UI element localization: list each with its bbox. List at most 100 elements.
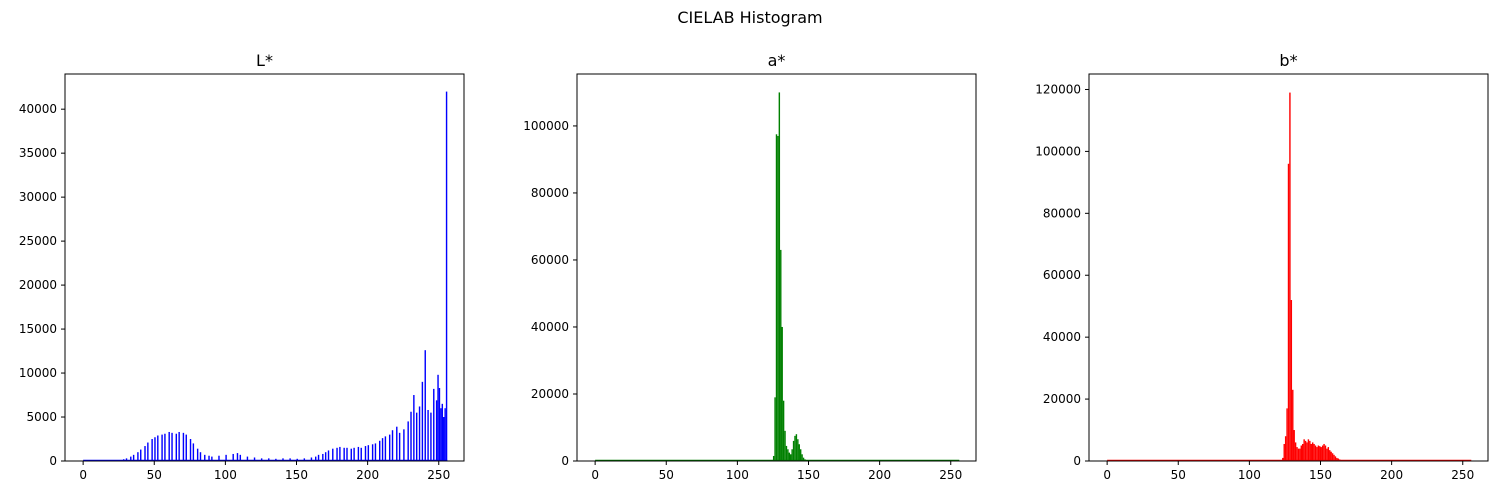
x-tick-label: 150 bbox=[1309, 468, 1332, 482]
histogram-bar bbox=[1316, 447, 1318, 461]
histogram-bar bbox=[415, 412, 418, 462]
y-tick-label: 20000 bbox=[531, 387, 569, 401]
histogram-bar bbox=[232, 453, 234, 461]
histogram-bar bbox=[391, 430, 394, 461]
histogram-bar bbox=[1307, 439, 1310, 461]
x-tick-label: 0 bbox=[79, 468, 87, 482]
histogram-bar bbox=[1321, 445, 1324, 461]
histogram-bar bbox=[239, 454, 242, 461]
histogram-bar bbox=[802, 457, 805, 461]
histogram-bar bbox=[225, 454, 227, 461]
histogram-bar bbox=[374, 443, 377, 461]
histogram-bar bbox=[1297, 448, 1300, 461]
histogram-bar bbox=[440, 408, 442, 461]
x-tick-label: 250 bbox=[427, 468, 450, 482]
histogram-bar bbox=[1310, 443, 1312, 461]
y-tick-label: 10000 bbox=[19, 366, 57, 380]
y-tick-label: 0 bbox=[1073, 454, 1081, 468]
histogram-bar bbox=[379, 440, 381, 461]
histogram-bar bbox=[1323, 443, 1325, 461]
histogram-bar bbox=[310, 457, 313, 461]
histogram-bar bbox=[785, 445, 788, 461]
y-tick-label: 0 bbox=[49, 454, 57, 468]
histogram-bar bbox=[185, 434, 187, 461]
histogram-bar bbox=[157, 435, 159, 461]
histogram-bar bbox=[164, 433, 166, 461]
histogram-bar bbox=[161, 434, 163, 461]
histogram-bar bbox=[788, 452, 791, 461]
histogram-bar bbox=[396, 426, 398, 461]
y-tick-label: 20000 bbox=[19, 278, 57, 292]
histogram-bar bbox=[1313, 443, 1315, 461]
panel-title-l-star: L* bbox=[256, 51, 273, 70]
histogram-bar bbox=[364, 446, 367, 461]
histogram-bar bbox=[413, 395, 415, 461]
histogram-bar bbox=[1334, 456, 1337, 461]
axes-frame bbox=[576, 73, 977, 462]
histogram-bar bbox=[381, 438, 384, 461]
histogram-bar bbox=[778, 92, 781, 462]
histogram-bar bbox=[774, 397, 776, 461]
x-tick-label: 250 bbox=[1451, 468, 1474, 482]
histogram-bar bbox=[204, 454, 206, 461]
histogram-bar bbox=[790, 454, 792, 461]
histogram-bar bbox=[151, 439, 153, 461]
axes-frame bbox=[64, 73, 465, 462]
histogram-bar bbox=[775, 134, 778, 461]
histogram-bar bbox=[1283, 443, 1285, 461]
histogram-bar bbox=[360, 447, 362, 461]
histogram-bar bbox=[795, 434, 798, 461]
histogram-bar bbox=[781, 326, 783, 461]
histogram-bar bbox=[1337, 458, 1339, 461]
histogram-bar bbox=[367, 445, 370, 461]
histogram-bar bbox=[1302, 443, 1304, 461]
histogram-bar bbox=[797, 439, 799, 461]
histogram-bar bbox=[784, 430, 786, 461]
histogram-bar bbox=[443, 417, 445, 461]
histogram-bar bbox=[1287, 163, 1290, 461]
histogram-bar bbox=[196, 448, 199, 461]
histogram-bar bbox=[1292, 389, 1294, 461]
histogram-bar bbox=[208, 455, 210, 461]
histogram-bar bbox=[236, 453, 239, 461]
histogram-bar bbox=[171, 432, 173, 461]
x-tick-label: 150 bbox=[797, 468, 820, 482]
histogram-bar bbox=[427, 409, 429, 461]
histogram-bar bbox=[435, 400, 438, 461]
y-tick-label: 0 bbox=[561, 454, 569, 468]
histogram-bar bbox=[289, 458, 291, 461]
histogram-bar bbox=[1300, 445, 1303, 461]
histogram-bar bbox=[799, 449, 802, 461]
y-tick-label: 40000 bbox=[1043, 330, 1081, 344]
histogram-bar bbox=[218, 455, 220, 461]
x-tick-label: 0 bbox=[1103, 468, 1111, 482]
y-tick-label: 35000 bbox=[19, 146, 57, 160]
histogram-bar bbox=[1286, 408, 1288, 461]
histogram-bar bbox=[336, 447, 338, 461]
y-tick-label: 15000 bbox=[19, 322, 57, 336]
histogram-bar bbox=[346, 447, 348, 461]
figure-title: CIELAB Histogram bbox=[677, 8, 823, 27]
histogram-bar bbox=[1324, 445, 1327, 461]
histogram-bar bbox=[1326, 448, 1328, 461]
histogram-bar bbox=[1306, 442, 1308, 461]
histogram-bar bbox=[1284, 436, 1287, 461]
histogram-bar bbox=[433, 388, 435, 461]
y-tick-label: 40000 bbox=[19, 102, 57, 116]
histogram-bar bbox=[441, 403, 444, 461]
histogram-bar bbox=[132, 454, 135, 461]
x-tick-label: 50 bbox=[1171, 468, 1186, 482]
histogram-bar bbox=[798, 444, 800, 461]
histogram-bar bbox=[246, 456, 249, 461]
y-tick-label: 60000 bbox=[1043, 268, 1081, 282]
histogram-bar bbox=[430, 412, 432, 462]
y-tick-label: 100000 bbox=[1035, 144, 1081, 158]
histogram-bar bbox=[253, 457, 256, 461]
histogram-bar bbox=[130, 456, 132, 461]
x-tick-label: 100 bbox=[1238, 468, 1261, 482]
panel-b-star: 0 50 100 150 200 250 0 20000 40000 60000 80000 1000… bbox=[1035, 51, 1489, 482]
histogram-bar bbox=[1293, 430, 1295, 461]
y-tick-label: 40000 bbox=[531, 320, 569, 334]
histogram-bar bbox=[322, 453, 324, 461]
histogram-bar bbox=[1303, 439, 1305, 461]
